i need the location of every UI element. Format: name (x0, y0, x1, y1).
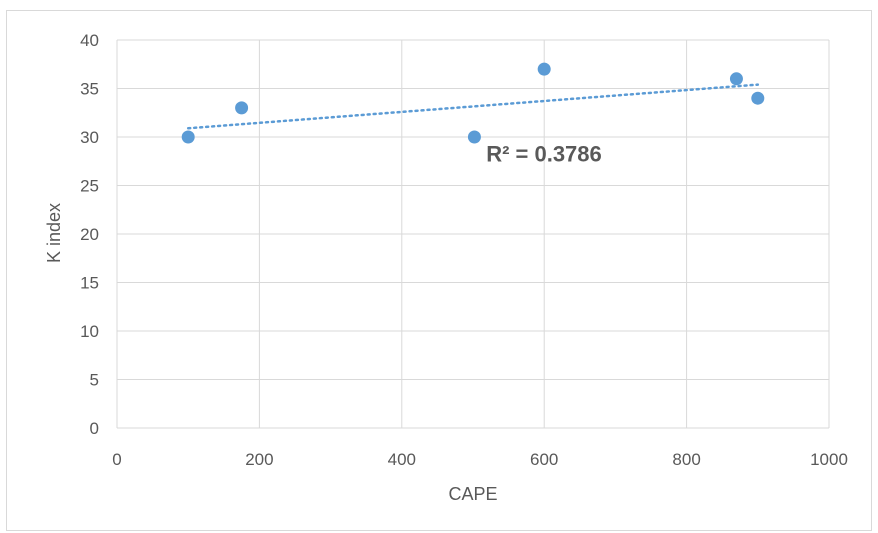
gridlines (116, 39, 830, 429)
x-tick-label: 600 (530, 450, 558, 469)
x-tick-label: 200 (245, 450, 273, 469)
x-tick-labels: 0 200 400 600 800 1000 (112, 450, 848, 469)
trendline (186, 83, 760, 130)
data-point (467, 130, 481, 144)
data-point (751, 91, 765, 105)
data-point (729, 72, 743, 86)
y-tick-label: 15 (80, 274, 99, 293)
y-tick-label: 5 (90, 371, 99, 390)
y-tick-label: 35 (80, 80, 99, 99)
data-points (181, 62, 765, 144)
y-tick-label: 30 (80, 128, 99, 147)
y-tick-label: 0 (90, 419, 99, 438)
x-tick-label: 1000 (810, 450, 848, 469)
y-tick-label: 10 (80, 322, 99, 341)
x-axis-title: CAPE (448, 484, 497, 504)
data-point (181, 130, 195, 144)
y-tick-label: 20 (80, 225, 99, 244)
data-point (537, 62, 551, 76)
x-tick-label: 800 (672, 450, 700, 469)
data-point (235, 101, 249, 115)
chart-frame (6, 10, 872, 531)
y-axis-title: K index (44, 203, 64, 263)
y-tick-labels: 0 5 10 15 20 25 30 35 40 (80, 31, 99, 438)
x-tick-label: 0 (112, 450, 121, 469)
y-tick-label: 40 (80, 31, 99, 50)
y-tick-label: 25 (80, 177, 99, 196)
x-tick-label: 400 (388, 450, 416, 469)
r-squared-annotation: R² = 0.3786 (486, 141, 602, 166)
